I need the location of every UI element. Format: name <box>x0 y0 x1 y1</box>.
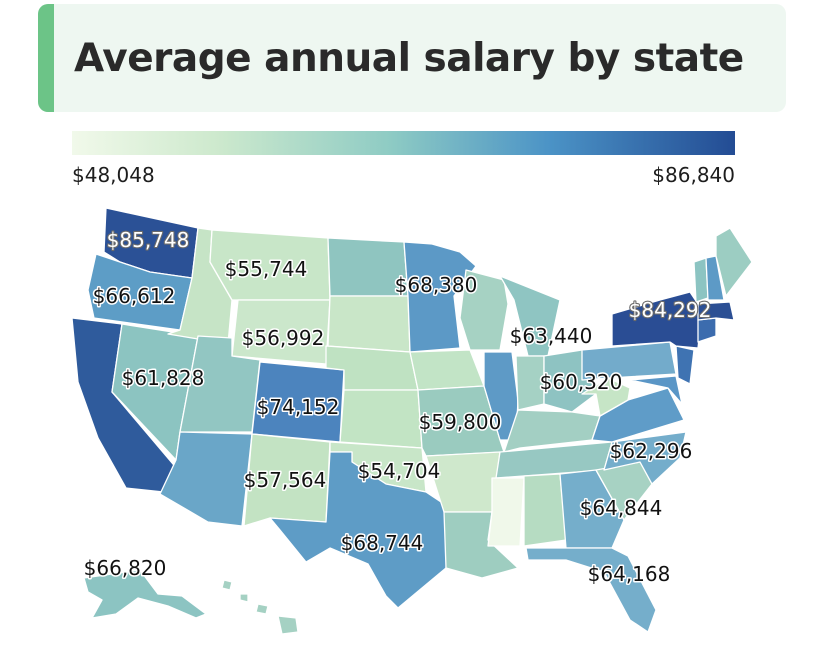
label-ohio: $60,320 <box>540 370 623 394</box>
label-missouri: $59,800 <box>419 410 502 434</box>
label-oklahoma: $54,704 <box>358 459 441 483</box>
label-minnesota: $68,380 <box>395 273 478 297</box>
label-california: $61,828 <box>122 366 205 390</box>
state-georgia <box>559 469 625 549</box>
state-new-jersey <box>675 345 695 385</box>
state-alabama <box>523 473 567 547</box>
label-colorado: $74,152 <box>257 395 340 419</box>
label-north-carolina: $62,296 <box>610 439 693 463</box>
state-kansas <box>339 389 423 449</box>
state-massachusetts <box>697 301 735 321</box>
state-south-dakota <box>327 295 411 353</box>
label-oregon: $66,612 <box>93 284 176 308</box>
state-minnesota <box>403 241 477 353</box>
label-montana: $55,744 <box>225 257 308 281</box>
state-maryland <box>629 375 683 405</box>
state-iowa <box>409 349 485 391</box>
color-scale-legend <box>72 131 735 155</box>
title-card: Average annual salary by state <box>38 4 786 112</box>
label-georgia: $64,844 <box>580 496 663 520</box>
legend-min-label: $48,048 <box>72 163 155 187</box>
state-new-hampshire <box>705 255 725 301</box>
map-title: Average annual salary by state <box>74 36 744 81</box>
state-alaska <box>83 569 207 619</box>
label-new-mexico: $57,564 <box>244 468 327 492</box>
legend-max-label: $86,840 <box>652 163 735 187</box>
label-new-york: $84,292 <box>629 298 712 322</box>
label-texas: $68,744 <box>341 531 424 555</box>
title-accent-bar <box>38 4 54 112</box>
label-florida: $64,168 <box>588 562 671 586</box>
label-wisconsin: $63,440 <box>510 324 593 348</box>
state-texas <box>269 451 451 609</box>
state-maine <box>715 227 753 297</box>
state-mississippi <box>487 477 525 547</box>
state-florida <box>525 547 657 633</box>
state-new-york <box>611 291 703 349</box>
label-alaska: $66,820 <box>84 556 167 580</box>
label-washington: $85,748 <box>107 228 190 252</box>
label-wyoming: $56,992 <box>242 326 325 350</box>
state-hawaii <box>221 579 299 635</box>
